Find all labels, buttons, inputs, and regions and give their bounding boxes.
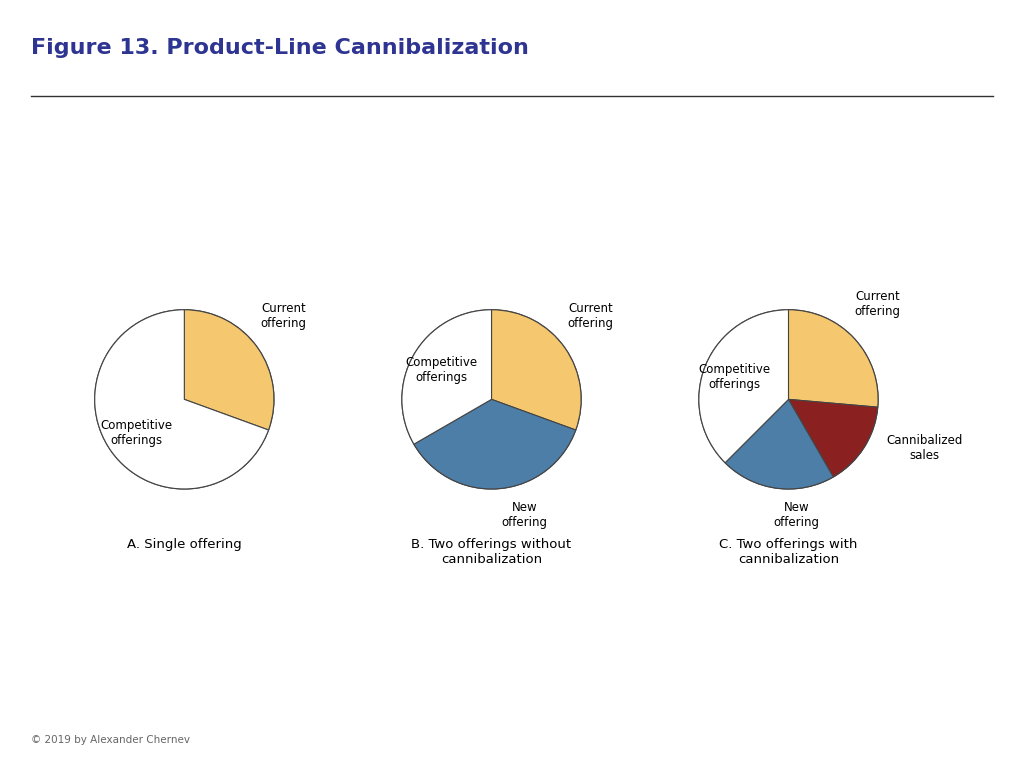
Text: B. Two offerings without
cannibalization: B. Two offerings without cannibalization [412,538,571,566]
Wedge shape [414,399,575,489]
Text: Current
offering: Current offering [567,302,613,330]
Text: © 2019 by Alexander Chernev: © 2019 by Alexander Chernev [31,735,189,745]
Wedge shape [788,310,878,407]
Text: Cannibalized
sales: Cannibalized sales [887,434,964,462]
Wedge shape [184,310,273,430]
Text: A. Single offering: A. Single offering [127,538,242,551]
Wedge shape [788,399,878,477]
Text: New
offering: New offering [773,501,819,529]
Text: Competitive
offerings: Competitive offerings [100,419,173,447]
Text: Competitive
offerings: Competitive offerings [698,363,771,391]
Circle shape [95,310,274,489]
Text: New
offering: New offering [502,502,548,529]
Circle shape [698,310,879,489]
Text: Competitive
offerings: Competitive offerings [406,356,477,384]
Text: C. Two offerings with
cannibalization: C. Two offerings with cannibalization [719,538,858,566]
Text: Figure 13. Product-Line Cannibalization: Figure 13. Product-Line Cannibalization [31,38,528,58]
Wedge shape [492,310,581,430]
Text: Current
offering: Current offering [855,290,901,318]
Text: Current
offering: Current offering [260,302,306,330]
Circle shape [402,310,582,489]
Wedge shape [699,310,788,462]
Wedge shape [402,310,492,444]
Wedge shape [725,399,834,489]
Wedge shape [95,310,268,489]
